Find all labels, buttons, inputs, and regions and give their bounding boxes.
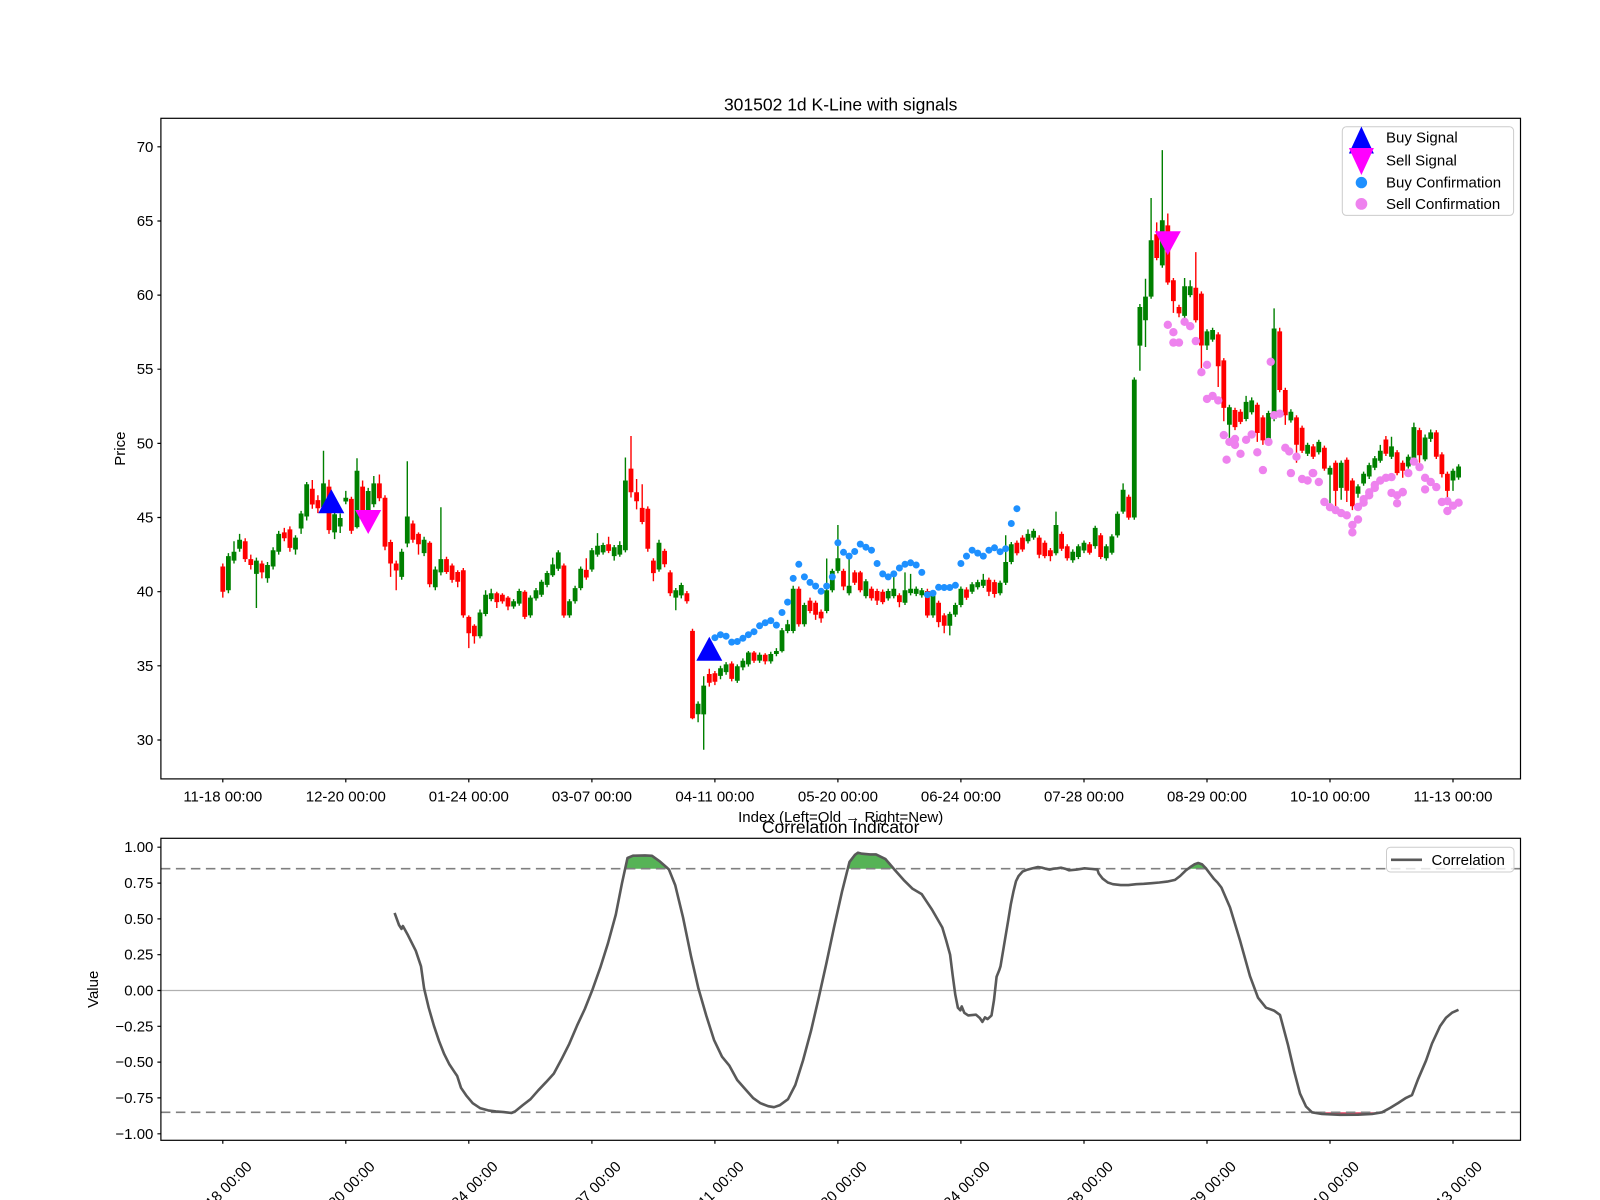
svg-text:11-18 00:00: 11-18 00:00 [183,788,262,805]
svg-text:Buy Signal: Buy Signal [1386,130,1458,147]
svg-text:1.00: 1.00 [124,839,153,856]
svg-text:Buy Confirmation: Buy Confirmation [1386,175,1501,192]
svg-text:30: 30 [137,732,154,749]
svg-text:70: 70 [137,139,154,156]
svg-text:07-28 00:00: 07-28 00:00 [1044,788,1124,805]
svg-text:−0.75: −0.75 [115,1090,153,1107]
svg-text:Value: Value [85,971,102,1008]
svg-text:−0.25: −0.25 [115,1018,153,1035]
svg-text:01-24 00:00: 01-24 00:00 [429,788,509,805]
svg-text:06-24 00:00: 06-24 00:00 [921,788,1001,805]
svg-text:35: 35 [137,658,154,675]
svg-text:65: 65 [137,213,154,230]
svg-text:05-20 00:00: 05-20 00:00 [798,788,878,805]
svg-text:301502 1d K-Line with signals: 301502 1d K-Line with signals [724,95,958,115]
svg-text:Correlation Indicator: Correlation Indicator [762,817,920,837]
svg-text:50: 50 [137,435,154,452]
svg-text:08-29 00:00: 08-29 00:00 [1167,788,1247,805]
svg-text:0.75: 0.75 [124,875,153,892]
svg-text:12-20 00:00: 12-20 00:00 [306,788,386,805]
svg-text:0.50: 0.50 [124,911,153,928]
svg-text:−0.50: −0.50 [115,1054,153,1071]
svg-text:Sell Signal: Sell Signal [1386,152,1457,169]
svg-text:Correlation: Correlation [1432,852,1505,869]
svg-text:60: 60 [137,287,154,304]
svg-text:Index (Left=Old → Right=New): Index (Left=Old → Right=New) [738,809,943,826]
svg-text:Price: Price [112,432,129,466]
svg-text:40: 40 [137,584,154,601]
svg-text:0.00: 0.00 [124,983,153,1000]
svg-text:Sell Confirmation: Sell Confirmation [1386,196,1500,213]
svg-text:−1.00: −1.00 [115,1126,153,1143]
svg-text:0.25: 0.25 [124,947,153,964]
svg-text:45: 45 [137,510,154,527]
svg-text:04-11 00:00: 04-11 00:00 [675,788,754,805]
svg-text:10-10 00:00: 10-10 00:00 [1290,788,1370,805]
svg-text:03-07 00:00: 03-07 00:00 [552,788,632,805]
svg-text:55: 55 [137,361,154,378]
svg-text:11-13 00:00: 11-13 00:00 [1414,788,1493,805]
